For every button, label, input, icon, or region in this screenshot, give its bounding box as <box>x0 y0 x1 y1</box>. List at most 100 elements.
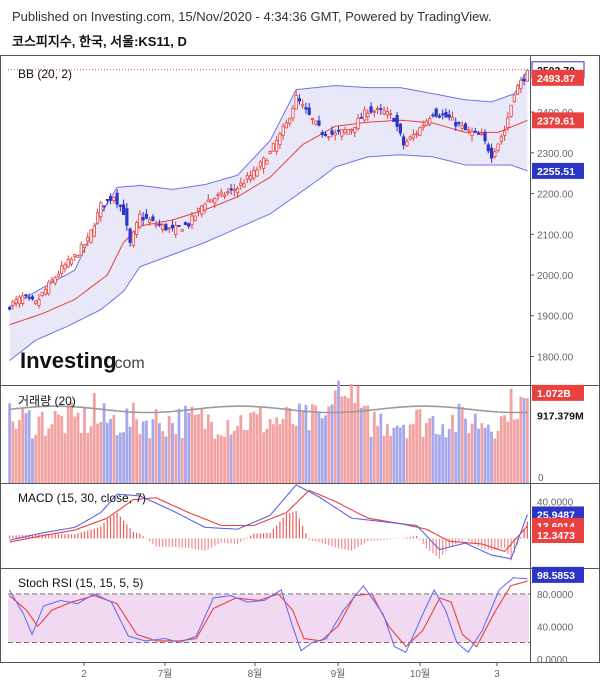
candle-body <box>83 245 85 248</box>
candle-body <box>471 131 473 135</box>
candle-body <box>354 127 356 132</box>
candle-body <box>207 200 209 202</box>
volume-bar <box>301 412 304 483</box>
volume-bar <box>402 425 405 483</box>
candle-body <box>41 293 43 296</box>
volume-bar <box>161 431 164 483</box>
candle-body <box>74 255 76 257</box>
candle-body <box>152 217 154 221</box>
price-tick-label: 2200.00 <box>537 190 574 201</box>
volume-bar <box>112 415 115 483</box>
candle-body <box>148 220 150 223</box>
volume-bar <box>246 430 249 483</box>
candle-body <box>311 119 313 120</box>
x-tick-label: 2 <box>81 669 87 680</box>
volume-bar <box>51 424 54 483</box>
candle-body <box>370 107 372 112</box>
price-tick-label: 2000.00 <box>537 271 574 282</box>
candle-body <box>282 127 284 136</box>
volume-bar <box>405 438 408 483</box>
volume-bar <box>308 430 311 483</box>
stoch-tick-label: 80.0000 <box>537 590 574 601</box>
candle-body <box>357 118 359 128</box>
volume-bar <box>487 425 490 483</box>
candle-body <box>77 256 79 258</box>
volume-bar <box>122 432 125 483</box>
volume-bar <box>239 415 242 483</box>
candle-body <box>174 226 176 235</box>
volume-bar <box>96 424 99 483</box>
candle-body <box>412 135 414 138</box>
candle-body <box>15 300 17 304</box>
volume-panel-title: 거래량 (20) <box>18 394 76 408</box>
candle-body <box>119 205 121 206</box>
volume-bar <box>370 437 373 483</box>
volume-tag-2: 917.379M <box>532 407 584 423</box>
volume-bar <box>99 422 102 483</box>
candle-body <box>113 197 115 200</box>
volume-bar <box>451 415 454 483</box>
volume-bar <box>38 417 41 483</box>
volume-bar <box>510 389 513 483</box>
volume-bar <box>18 420 21 483</box>
candle-body <box>31 297 33 299</box>
volume-bar <box>353 403 356 483</box>
candle-body <box>458 123 460 124</box>
candle-body <box>96 213 98 224</box>
volume-bar <box>230 434 233 483</box>
volume-tag-1-label: 1.072B <box>537 388 571 400</box>
volume-bar <box>334 390 337 483</box>
candle-body <box>503 131 505 136</box>
candle-body <box>500 137 502 141</box>
candle-body <box>155 224 157 225</box>
candle-body <box>526 70 528 81</box>
volume-bar <box>383 436 386 483</box>
candle-body <box>249 176 251 180</box>
candle-body <box>445 112 447 117</box>
volume-bar <box>220 436 223 483</box>
volume-bar <box>298 404 301 483</box>
volume-bar <box>425 423 428 483</box>
volume-bar <box>419 409 422 483</box>
candle-body <box>510 105 512 116</box>
volume-bar <box>178 409 181 483</box>
candle-body <box>376 109 378 110</box>
volume-bar <box>223 437 226 483</box>
volume-tag-2-label: 917.379M <box>537 410 584 422</box>
candle-body <box>116 193 118 204</box>
candle-body <box>90 230 92 243</box>
volume-bar <box>116 435 119 483</box>
volume-bar <box>409 424 412 483</box>
candle-body <box>331 131 333 135</box>
volume-bar <box>331 404 334 483</box>
volume-bar <box>243 430 246 483</box>
volume-bar <box>295 426 298 483</box>
candle-body <box>132 232 134 245</box>
volume-bar <box>210 422 213 483</box>
volume-bar <box>415 410 418 483</box>
investing-logo: Investing <box>20 348 117 373</box>
volume-bar <box>360 408 363 483</box>
volume-bar <box>513 420 516 483</box>
candle-body <box>168 228 170 229</box>
volume-bar <box>21 409 24 483</box>
candle-body <box>451 117 453 120</box>
volume-bar <box>389 436 392 483</box>
volume-bar <box>516 419 519 483</box>
candle-body <box>393 119 395 122</box>
volume-bar <box>44 436 47 483</box>
candle-body <box>468 130 470 131</box>
candle-body <box>38 299 40 305</box>
candle-body <box>301 105 303 106</box>
volume-bar <box>396 425 399 483</box>
candle-body <box>474 131 476 132</box>
candle-body <box>80 245 82 255</box>
candle-body <box>165 225 167 230</box>
volume-bar <box>278 424 281 483</box>
candle-body <box>139 214 141 227</box>
candle-body <box>344 130 346 133</box>
volume-bar <box>132 403 135 483</box>
price-tag-3-label: 2379.61 <box>537 115 575 127</box>
price-tag-2: 2493.87 <box>532 70 584 86</box>
